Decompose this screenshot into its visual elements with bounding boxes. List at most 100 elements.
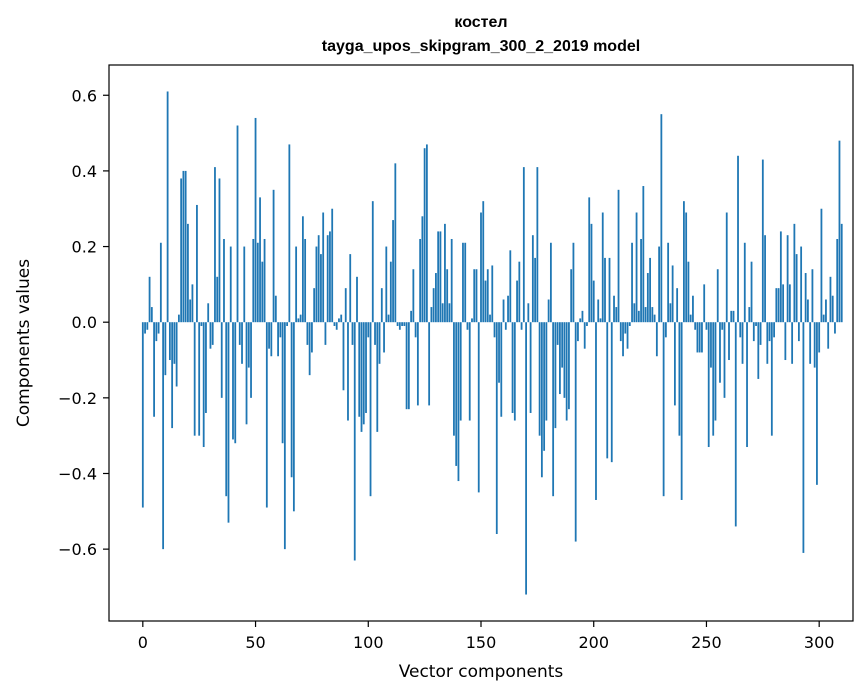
bar-91 xyxy=(347,322,349,421)
bar-46 xyxy=(245,322,248,425)
bar-164 xyxy=(511,322,514,413)
bar-162 xyxy=(507,295,509,323)
bar-75 xyxy=(311,322,313,353)
bar-297 xyxy=(811,269,814,323)
bar-53 xyxy=(261,261,264,323)
bar-15 xyxy=(175,322,178,387)
bar-11 xyxy=(166,91,169,323)
bar-274 xyxy=(759,322,762,345)
bar-285 xyxy=(784,322,787,361)
bar-21 xyxy=(189,299,192,323)
bar-293 xyxy=(802,322,805,553)
bar-32 xyxy=(214,167,216,323)
bar-220 xyxy=(637,310,640,323)
bar-129 xyxy=(432,288,435,323)
bar-125 xyxy=(423,148,426,323)
bar-290 xyxy=(795,254,798,323)
bar-80 xyxy=(322,212,325,323)
bar-203 xyxy=(599,318,602,323)
bar-229 xyxy=(658,246,661,323)
bar-271 xyxy=(752,322,755,342)
bar-120 xyxy=(412,269,415,323)
bar-0 xyxy=(141,322,144,508)
plot-frame xyxy=(108,64,854,622)
y-tick-label: 0.4 xyxy=(72,162,97,181)
bar-270 xyxy=(750,261,753,323)
bar-70 xyxy=(299,314,302,323)
bar-230 xyxy=(660,114,663,323)
bar-7 xyxy=(157,322,160,334)
bar-154 xyxy=(489,314,491,323)
bar-240 xyxy=(683,201,685,323)
bar-190 xyxy=(570,269,573,323)
bar-31 xyxy=(211,322,214,345)
bar-198 xyxy=(588,197,591,323)
bar-258 xyxy=(723,322,726,398)
bar-178 xyxy=(543,322,546,451)
bar-126 xyxy=(425,144,428,323)
bar-235 xyxy=(671,265,674,323)
bar-273 xyxy=(757,322,760,379)
bar-89 xyxy=(342,322,345,391)
bar-36 xyxy=(223,238,225,323)
bar-134 xyxy=(444,223,446,323)
bar-105 xyxy=(378,322,381,364)
bar-100 xyxy=(367,322,370,338)
bar-12 xyxy=(168,322,171,361)
bar-116 xyxy=(403,322,406,326)
bar-268 xyxy=(746,322,748,448)
bar-242 xyxy=(687,261,690,323)
y-tick-label: −0.2 xyxy=(58,389,97,408)
bar-149 xyxy=(477,322,480,493)
bar-29 xyxy=(207,303,210,323)
bar-98 xyxy=(362,322,365,425)
bar-51 xyxy=(256,242,259,323)
bar-275 xyxy=(761,159,764,323)
bar-44 xyxy=(241,322,243,364)
bar-222 xyxy=(642,186,645,323)
bar-225 xyxy=(649,257,651,323)
bar-195 xyxy=(581,310,584,323)
bar-127 xyxy=(428,322,431,406)
bar-86 xyxy=(335,322,338,330)
bar-107 xyxy=(383,322,385,353)
bar-262 xyxy=(732,310,735,323)
bar-244 xyxy=(692,295,694,323)
bar-56 xyxy=(268,322,270,349)
bar-45 xyxy=(243,246,246,323)
bar-250 xyxy=(705,322,708,330)
bar-212 xyxy=(619,322,622,342)
bar-267 xyxy=(743,242,746,323)
bar-150 xyxy=(480,212,482,323)
bar-74 xyxy=(308,322,311,376)
bar-161 xyxy=(504,322,507,330)
bar-168 xyxy=(520,322,523,330)
bar-269 xyxy=(748,307,751,323)
bar-159 xyxy=(500,322,503,417)
bar-145 xyxy=(468,322,471,421)
bar-2 xyxy=(146,322,149,330)
x-tick-label: 50 xyxy=(245,633,265,652)
bar-155 xyxy=(491,265,494,323)
bar-215 xyxy=(626,322,629,349)
bar-60 xyxy=(277,322,279,357)
bar-119 xyxy=(410,310,413,323)
bar-193 xyxy=(577,322,579,342)
bar-169 xyxy=(522,167,525,323)
bar-72 xyxy=(304,238,307,323)
bar-19 xyxy=(184,170,187,323)
x-axis-label: Vector components xyxy=(399,662,564,682)
bar-192 xyxy=(574,322,577,542)
bar-287 xyxy=(788,284,791,323)
bar-227 xyxy=(653,314,656,323)
bar-264 xyxy=(737,155,739,323)
bar-38 xyxy=(227,322,230,523)
bar-184 xyxy=(556,322,559,345)
bar-185 xyxy=(559,322,561,395)
bar-series xyxy=(141,91,843,595)
bar-123 xyxy=(419,238,422,323)
bar-87 xyxy=(338,318,340,323)
bar-300 xyxy=(818,322,821,353)
bar-199 xyxy=(590,223,593,323)
bar-37 xyxy=(225,322,228,497)
